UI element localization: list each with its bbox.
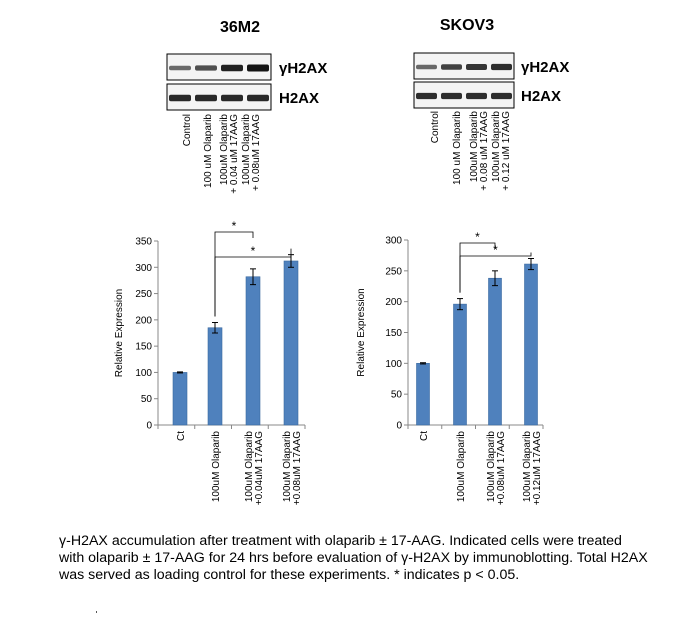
category-label: 100uM Olaparib	[486, 431, 497, 503]
bar-1	[453, 303, 467, 426]
y-tick-label: 250	[385, 266, 402, 277]
significance-star: *	[232, 219, 237, 233]
figure-canvas: 36M2 γH2AX H2AX Control 100 uM Olaparib 100uM…	[114, 17, 569, 505]
blot-band	[491, 92, 512, 100]
bar-2	[488, 277, 502, 426]
blot-band	[466, 92, 487, 100]
blot-band	[195, 65, 217, 71]
h2ax-label: H2AX	[279, 90, 319, 107]
category-label: +0.08uM 17AAG	[292, 431, 303, 505]
lane-label: Control	[430, 111, 441, 143]
category-label: +0.04uM 17AAG	[254, 431, 265, 505]
blot-band	[416, 64, 437, 70]
lane-label: + 0.08 uM 17AAG	[479, 111, 490, 191]
category-label: 100uM Olaparib	[282, 431, 293, 503]
y-tick-label: 0	[146, 421, 152, 432]
y-tick-label: 250	[135, 289, 152, 300]
cell-line-title: SKOV3	[440, 17, 494, 34]
lane-label: 100uM Olaparib	[469, 111, 480, 183]
y-tick-label: 100	[385, 359, 402, 370]
y-tick-label: 0	[396, 421, 402, 432]
h2ax-label: H2AX	[521, 88, 561, 105]
blot-band	[195, 94, 217, 102]
gamma-h2ax-blot: γH2AX	[413, 52, 569, 80]
blot-band	[416, 92, 437, 100]
bar-chart-36m2: 0 50 100 150 200 250 300 350 Relative Expression…	[114, 219, 306, 505]
bar-2	[245, 276, 261, 426]
bar-chart-skov3: 0 50 100 150 200 250 300 Relative Expression Ct 1…	[356, 230, 544, 505]
lane-label: + 0.08uM 17AAG	[251, 114, 262, 191]
figure-caption: γ-H2AX accumulation after treatment with…	[59, 533, 648, 584]
h2ax-blot: H2AX	[166, 83, 319, 111]
significance-star: *	[251, 244, 256, 258]
category-label: 100uM Olaparib	[522, 431, 533, 503]
blot-band	[441, 92, 462, 100]
lane-label: 100uM Olaparib	[219, 114, 230, 186]
category-label: 100uM Olaparib	[211, 431, 222, 503]
y-tick-label: 200	[385, 297, 402, 308]
y-tick-label: 300	[135, 263, 152, 274]
y-axis-label: Relative Expression	[114, 289, 125, 377]
gamma-h2ax-blot: γH2AX	[166, 53, 327, 81]
significance-bracket	[459, 252, 532, 293]
bar-1	[207, 327, 223, 426]
significance-bracket	[214, 248, 292, 317]
y-axis-label: Relative Expression	[356, 288, 367, 376]
y-tick-label: 200	[135, 315, 152, 326]
gamma-h2ax-label: γH2AX	[279, 60, 327, 77]
category-label: +0.12uM 17AAG	[532, 431, 543, 505]
blot-band	[491, 63, 512, 71]
y-tick-label: 50	[391, 390, 403, 401]
y-tick-label: 350	[135, 237, 152, 248]
bar-0	[172, 372, 188, 426]
bar-3	[524, 263, 538, 426]
lane-label: 100 uM Olaparib	[203, 114, 214, 188]
category-label: Ct	[419, 431, 430, 441]
lane-label: + 0.12 uM 17AAG	[501, 111, 512, 191]
blot-band	[247, 94, 269, 102]
blot-band	[466, 64, 487, 70]
stray-mark	[96, 611, 97, 613]
y-tick-label: 150	[385, 328, 402, 339]
blot-band	[221, 64, 243, 72]
cell-line-title: 36M2	[220, 19, 260, 36]
lane-label: 100uM Olaparib	[491, 111, 502, 183]
lane-label: 100uM Olaparib	[241, 114, 252, 186]
lane-label: + 0.04 uM 17AAG	[229, 114, 240, 194]
lane-label: 100 uM Olaparib	[452, 111, 463, 185]
y-tick-label: 300	[385, 236, 402, 247]
category-label: +0.08uM 17AAG	[496, 431, 507, 505]
gamma-h2ax-label: γH2AX	[521, 59, 569, 76]
category-label: Ct	[176, 431, 187, 441]
bar-0	[416, 363, 430, 426]
significance-star: *	[493, 243, 498, 257]
y-tick-label: 100	[135, 368, 152, 379]
category-label: 100uM Olaparib	[456, 431, 467, 503]
lane-label: Control	[182, 114, 193, 146]
h2ax-blot: H2AX	[413, 81, 561, 109]
y-tick-label: 50	[141, 394, 153, 405]
bar-3	[283, 260, 299, 426]
blot-band	[221, 94, 243, 102]
y-tick-label: 150	[135, 342, 152, 353]
blot-band	[169, 65, 191, 71]
blot-band	[441, 64, 462, 70]
panel-36m2: 36M2 γH2AX H2AX Control 100 uM Olaparib 100uM…	[114, 19, 327, 505]
blot-band	[169, 94, 191, 102]
panel-skov3: SKOV3 γH2AX H2AX Control 100 uM Olaparib 100u…	[356, 17, 569, 505]
category-label: 100uM Olaparib	[244, 431, 255, 503]
significance-star: *	[475, 230, 480, 244]
blot-band	[247, 64, 269, 72]
